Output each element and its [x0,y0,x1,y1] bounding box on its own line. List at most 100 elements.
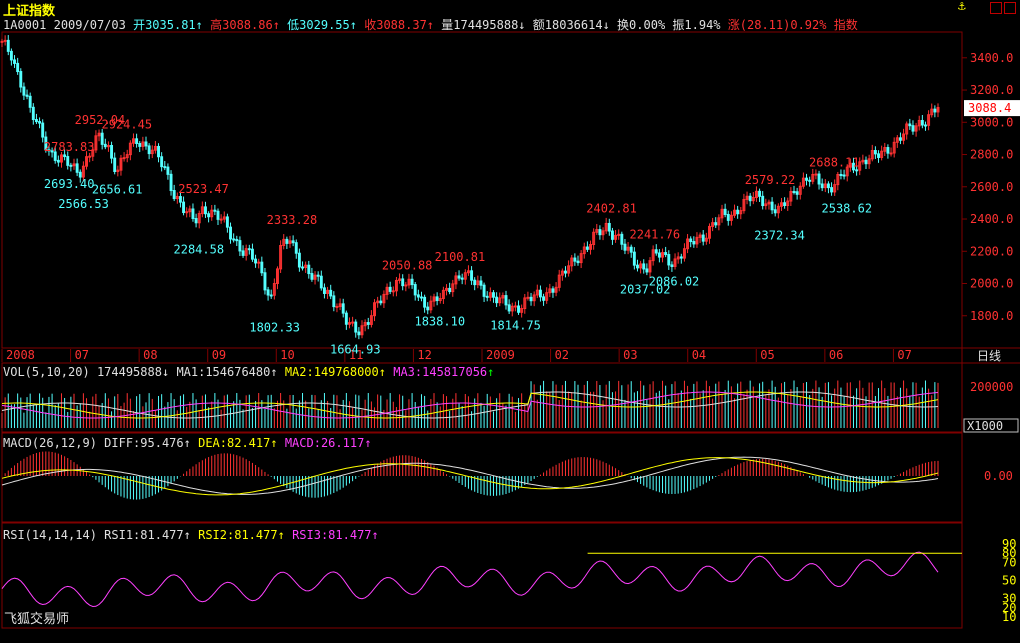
candle-body [160,156,164,168]
candle-body [610,230,614,240]
candle-body [704,237,708,242]
candle-body [219,218,223,221]
y-tick-label: 3000.0 [970,115,1013,129]
candle-body [629,246,633,253]
price-annotation: 1802.33 [249,320,300,334]
price-annotation: 2523.47 [178,182,229,196]
candle-body [138,142,142,147]
candle-body [3,39,7,42]
candle-body [554,286,558,293]
candle-body [426,306,430,311]
minimize-icon[interactable] [990,2,1002,14]
candle-body [482,284,486,297]
candle-body [826,183,830,189]
candle-body [557,274,561,288]
macd-diff: DIFF:95.476 [104,436,184,450]
index-tag: 指数 [833,18,858,32]
candle-body [908,123,912,127]
candle-body [473,279,477,286]
candle-body [31,106,35,121]
candle-body [366,322,370,325]
candle-body [933,108,937,113]
candle-body [498,297,502,304]
macd-axis-label: 0.00 [984,469,1013,483]
candle-body [360,325,364,336]
candle-body [811,173,815,182]
candle-body [776,205,780,214]
window-buttons[interactable] [988,2,1016,17]
price-annotation: 2566.53 [58,197,109,211]
candle-body [632,251,636,266]
candle-body [438,298,442,302]
candle-body [657,252,661,258]
y-tick-label: 2600.0 [970,180,1013,194]
last-price-tag: 3088.4 [968,101,1011,115]
candle-body [595,229,599,233]
candle-body [651,249,655,262]
down-arrow-icon: ↓ [518,18,526,32]
candle-body [745,195,749,200]
candle-body [172,190,176,200]
up-arrow-icon: ↑ [270,365,278,379]
vol-ma1: MA1:154676480 [176,365,271,379]
x-tick-label: 06 [829,348,843,362]
candle-body [801,177,805,187]
candle-body [576,260,580,264]
vol-ma3: MA3:145817056 [393,365,488,379]
price-annotation: 2924.45 [102,118,153,132]
candle-body [670,264,674,267]
candle-body [466,270,470,274]
candle-body [764,203,768,207]
candle-body [81,165,85,178]
candle-body [736,209,740,215]
down-arrow-icon: ↓ [161,365,170,379]
y-tick-label: 3200.0 [970,83,1013,97]
candle-body [460,277,464,280]
candle-body [63,154,67,158]
candle-body [135,138,139,144]
anchor-icon[interactable]: ⚓ [958,0,966,14]
candle-body [210,209,214,218]
candle-body [410,278,414,286]
candle-body [379,300,383,304]
candle-body [250,248,254,260]
candle-body [673,258,677,267]
candle-body [773,209,777,214]
candle-body [398,278,402,281]
candle-body [626,246,630,251]
candle-body [432,296,436,302]
date: 2009/07/03 [53,18,126,32]
candle-body [113,157,117,172]
up-arrow-icon: ↑ [378,365,386,379]
candle-body [200,206,204,215]
candle-body [348,322,351,325]
candle-body [260,261,264,274]
price-annotation: 2538.62 [822,202,873,216]
price-annotation: 2656.61 [92,183,143,197]
candle-body [708,225,711,239]
x-tick-label: 07 [75,348,89,362]
candle-body [125,154,129,159]
candle-body [56,159,60,163]
candle-body [266,289,270,296]
candle-body [905,123,909,135]
candle-body [316,274,320,277]
candle-body [391,290,395,293]
macd-macd: MACD:26.117 [284,436,365,450]
candle-body [676,256,680,260]
high-value: 高3088.86 [210,18,273,32]
candle-body [495,296,499,304]
candle-body [682,248,686,259]
period-label: 日线 [977,349,1001,363]
close-icon[interactable] [1004,2,1016,14]
candle-body [798,185,802,195]
rsi-axis-label: 20 [1002,601,1016,615]
candle-body [332,295,336,308]
candle-body [792,191,796,194]
turnover-value: 换0.00% [617,18,666,32]
candle-body [338,303,342,307]
candle-body [754,190,758,198]
price-annotation: 2241.76 [630,227,681,241]
candle-body [573,257,577,262]
